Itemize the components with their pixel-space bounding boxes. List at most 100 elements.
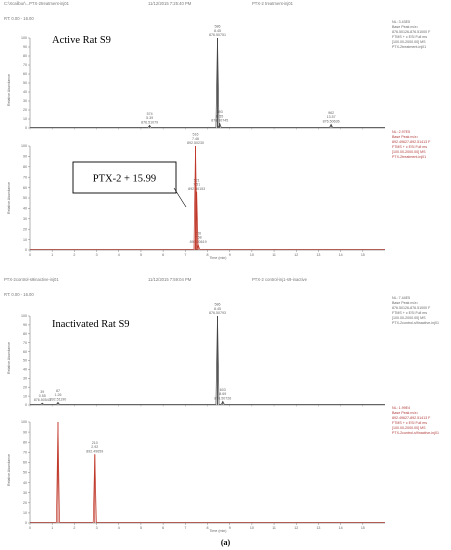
info-line: PTX-2treatment-inj01 [392,45,426,49]
y-tick-label: 50 [23,359,27,363]
figure-label: (a) [221,538,231,547]
peak-label: 13.57 [327,115,336,119]
y-tick-label: 30 [23,217,27,221]
chart-panel-inactive-876: Inactivated Rat S9 NL: 7.44E5 Base Peak … [7,296,439,407]
chart-panel-active-876: Active Rat S9 NL: 3.43E5 Base Peak m/z= … [7,20,431,130]
x-tick-label: 12 [294,253,298,257]
y-tick-label: 100 [21,420,27,424]
peak-label: 7.46 [192,137,199,141]
peak-label: 892.51190 [50,397,67,401]
x-tick-label: 10 [250,253,254,257]
info-line: [100.00-2000.00] MS [392,316,426,320]
peak-label: 876.50793 [209,311,226,315]
y-tick-label: 0 [25,126,27,130]
peak-label: 603 [220,388,226,392]
peak-label: 876.50726 [214,396,231,400]
y-tick-label: 30 [23,99,27,103]
peak-label: 87 [56,389,60,393]
y-tick-label: 60 [23,350,27,354]
peak-label: 892.49659 [86,449,103,453]
x-tick-label: 3 [96,253,98,257]
info-line: NL: 1.99E4 [392,406,410,410]
callout-text: PTX-2 + 15.99 [93,174,156,185]
peak-label: 892.50153 [188,187,205,191]
y-tick-label: 20 [23,108,27,112]
peak-label: 8.45 [214,29,221,33]
info-line: NL: 7.44E5 [392,296,410,300]
info-line: FTMS + c ESI Full ms [392,421,427,425]
y-tick-label: 10 [23,117,27,121]
panel-annotation: Inactivated Rat S9 [52,319,130,330]
y-tick-label: 40 [23,481,27,485]
peak-label: 5.39 [146,116,153,120]
series-line [30,421,385,523]
peak-label: 8.55 [216,114,223,118]
peak-label: 2.92 [91,445,98,449]
y-axis-label: Relative Abundance [7,342,11,374]
x-tick-label: 0 [29,253,31,257]
x-tick-label: 1 [51,526,53,530]
y-tick-label: 30 [23,491,27,495]
x-tick-label: 7 [184,253,186,257]
x-tick-label: 14 [339,526,343,530]
peak-label: 1.26 [54,393,61,397]
x-tick-label: 8 [207,526,209,530]
x-axis-label: Time (min) [209,529,226,533]
y-tick-label: 100 [21,144,27,148]
y-axis-label: Relative Abundance [7,74,11,106]
y-tick-label: 80 [23,165,27,169]
x-tick-label: 7 [184,526,186,530]
peak-label: 962 [328,111,334,115]
chart-panel-active-892: NL: 2.97E5 Base Peak m/z= 892.49627-892.… [7,130,431,260]
x-tick-label: 11 [272,526,276,530]
x-tick-label: 11 [272,253,276,257]
y-tick-label: 20 [23,385,27,389]
info-line: 892.49627-892.51413 F [392,416,431,420]
info-line: FTMS + c ESI Full ms [392,311,427,315]
y-axis-label: Relative Abundance [7,454,11,486]
header-date: 11/12/2015 7:59:04 PM [148,277,192,282]
y-tick-label: 40 [23,90,27,94]
info-line: FTMS + c ESI Full ms [392,145,427,149]
y-tick-label: 60 [23,72,27,76]
x-tick-label: 4 [118,526,120,530]
callout-pointer [173,187,187,208]
peak-label: 210 [92,441,98,445]
y-tick-label: 70 [23,341,27,345]
y-tick-label: 70 [23,63,27,67]
y-tick-label: 80 [23,332,27,336]
x-tick-label: 1 [51,253,53,257]
header-name: PTX-2 control-inj1-s9-inactive [252,277,308,282]
peak-label: 593 [217,110,223,114]
y-tick-label: 80 [23,54,27,58]
y-tick-label: 50 [23,81,27,85]
y-tick-label: 40 [23,207,27,211]
x-tick-label: 6 [162,526,164,530]
info-block: NL: 7.44E5 Base Peak m/z= 876.50126-876.… [392,296,439,325]
y-tick-label: 100 [21,314,27,318]
x-tick-label: 3 [96,526,98,530]
y-tick-label: 40 [23,368,27,372]
peak-label: 0.55 [39,394,46,398]
peak-label: 7.51 [193,183,200,187]
peak-label: 8.45 [214,307,221,311]
y-tick-label: 20 [23,501,27,505]
x-tick-label: 9 [229,526,231,530]
x-tick-label: 2 [73,526,75,530]
info-line: PTX-2treatment-inj01 [392,155,426,159]
x-tick-label: 9 [229,253,231,257]
info-line: Base Peak m/z= [392,301,418,305]
info-line: 892.49627-892.51413 F [392,140,431,144]
peak-label: 516 [193,133,199,137]
x-tick-label: 12 [294,526,298,530]
peak-label: 574 [147,112,153,116]
x-tick-label: 15 [361,526,365,530]
x-tick-label: 5 [140,526,142,530]
info-line: 876.50126-876.51000 F [392,306,431,310]
peak-label: 876.50751 [209,33,226,37]
x-tick-label: 14 [339,253,343,257]
peak-label: 586 [214,25,220,29]
info-line: PTX-2control-s9inactive-inj01 [392,321,439,325]
x-tick-label: 5 [140,253,142,257]
